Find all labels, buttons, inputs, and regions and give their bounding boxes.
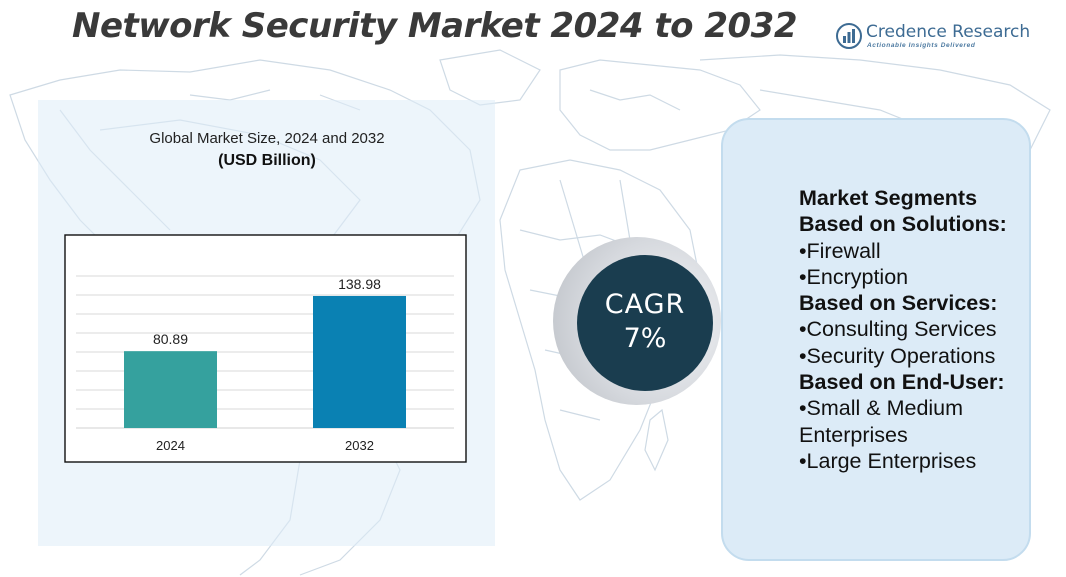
segment-item: •Large Enterprises xyxy=(799,448,977,473)
segment-item: Enterprises xyxy=(799,422,908,447)
x-tick-label: 2024 xyxy=(156,438,185,453)
page-title: Network Security Market 2024 to 2032 xyxy=(72,6,797,46)
brand-logo: Credence Research Actionable Insights De… xyxy=(836,22,1036,52)
segment-heading: Based on Solutions: xyxy=(799,212,1007,237)
bar-2032 xyxy=(313,295,406,428)
segments-panel xyxy=(721,118,1031,561)
bar-value-label: 138.98 xyxy=(338,276,381,292)
cagr-value: 7% xyxy=(623,323,667,354)
cagr-label: CAGR xyxy=(604,289,686,320)
segment-item: •Encryption xyxy=(799,264,909,289)
brand-tagline: Actionable Insights Delivered xyxy=(867,42,976,49)
bar-2024 xyxy=(124,351,217,428)
market-size-bar-chart: 80.89 2024 138.98 2032 xyxy=(64,234,467,463)
cagr-badge: CAGR 7% xyxy=(577,255,713,391)
chart-unit-label: (USD Billion) xyxy=(218,152,316,169)
brand-name: Credence Research xyxy=(866,22,1031,42)
segments-list: Market Segments Based on Solutions: •Firew… xyxy=(799,185,1061,474)
segment-item: •Security Operations xyxy=(799,343,996,368)
segment-item: •Small & Medium xyxy=(799,396,964,421)
x-tick-label: 2032 xyxy=(345,438,374,453)
chart-subtitle: Global Market Size, 2024 and 2032 xyxy=(149,130,385,147)
segment-item: •Consulting Services xyxy=(799,317,997,342)
chart-bars xyxy=(124,295,406,428)
segment-item: •Firewall xyxy=(799,238,881,263)
segment-heading: Based on End-User: xyxy=(799,370,1005,395)
bar-chart-logo-icon xyxy=(836,23,862,49)
segment-heading: Market Segments xyxy=(799,186,978,210)
segment-heading: Based on Services: xyxy=(799,291,998,316)
bar-value-label: 80.89 xyxy=(153,331,188,347)
